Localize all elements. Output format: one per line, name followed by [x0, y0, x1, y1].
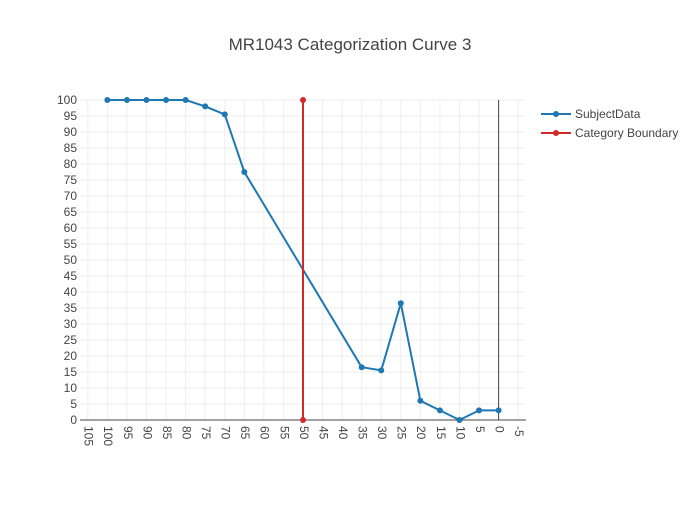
- y-tick-label: 15: [64, 365, 78, 379]
- chart-title: MR1043 Categorization Curve 3: [229, 35, 472, 54]
- x-tick-label: 75: [199, 426, 213, 440]
- x-tick-label: 70: [219, 426, 233, 440]
- data-point[interactable]: [300, 97, 306, 103]
- x-tick-label: 50: [297, 426, 311, 440]
- legend-swatch-marker: [553, 111, 559, 117]
- data-point[interactable]: [436, 407, 443, 414]
- x-tick-label: 25: [395, 426, 409, 440]
- legend-item[interactable]: SubjectData: [541, 107, 641, 121]
- y-tick-label: 80: [64, 157, 78, 171]
- x-tick-label: 15: [434, 426, 448, 440]
- x-tick-label: 95: [121, 426, 135, 440]
- x-tick-label: 60: [258, 426, 272, 440]
- data-point[interactable]: [241, 169, 248, 175]
- data-point[interactable]: [358, 364, 365, 371]
- y-tick-label: 35: [64, 301, 78, 315]
- x-tick-label: 80: [179, 426, 193, 440]
- y-tick-label: 5: [70, 397, 77, 411]
- data-point[interactable]: [300, 417, 306, 423]
- y-tick-label: 70: [64, 189, 78, 203]
- x-tick-label: 30: [375, 426, 389, 440]
- y-tick-label: 90: [64, 125, 78, 139]
- y-tick-label: 30: [64, 317, 78, 331]
- y-tick-label: 65: [64, 205, 78, 219]
- x-tick-label: 65: [238, 426, 252, 440]
- x-tick-label: 105: [82, 426, 96, 446]
- y-tick-label: 10: [64, 381, 78, 395]
- y-tick-label: 100: [57, 93, 77, 107]
- x-tick-label: 0: [492, 426, 506, 433]
- y-tick-label: 25: [64, 333, 78, 347]
- data-point[interactable]: [417, 397, 424, 404]
- x-tick-label: 5: [473, 426, 487, 433]
- x-tick-label: -5: [512, 426, 526, 437]
- y-tick-label: 85: [64, 141, 78, 155]
- data-point[interactable]: [456, 417, 463, 423]
- legend-label: SubjectData: [575, 107, 641, 121]
- x-tick-label: 35: [356, 426, 370, 440]
- data-point[interactable]: [397, 300, 404, 307]
- y-tick-label: 20: [64, 349, 78, 363]
- data-point[interactable]: [202, 103, 209, 110]
- y-tick-label: 55: [64, 237, 78, 251]
- data-point[interactable]: [143, 97, 150, 103]
- data-point[interactable]: [163, 97, 170, 103]
- legend-swatch-marker: [553, 130, 559, 136]
- axes: 0510152025303540455055606570758085909510…: [57, 93, 526, 446]
- y-tick-label: 45: [64, 269, 78, 283]
- data-point[interactable]: [476, 407, 483, 414]
- y-tick-label: 60: [64, 221, 78, 235]
- y-tick-label: 40: [64, 285, 78, 299]
- x-tick-label: 100: [101, 426, 115, 446]
- data-point[interactable]: [104, 97, 111, 103]
- x-tick-label: 90: [140, 426, 154, 440]
- x-tick-label: 55: [277, 426, 291, 440]
- y-tick-label: 75: [64, 173, 78, 187]
- x-tick-label: 40: [336, 426, 350, 440]
- x-tick-label: 45: [316, 426, 330, 440]
- data-point[interactable]: [182, 97, 189, 103]
- data-point[interactable]: [495, 407, 502, 414]
- x-tick-label: 10: [453, 426, 467, 440]
- legend[interactable]: SubjectData Category Boundary: [541, 107, 678, 140]
- legend-item[interactable]: Category Boundary: [541, 126, 678, 140]
- x-tick-label: 85: [160, 426, 174, 440]
- plot-area: [104, 97, 502, 423]
- y-tick-label: 0: [70, 413, 77, 427]
- legend-label: Category Boundary: [575, 126, 678, 140]
- data-point[interactable]: [123, 97, 130, 103]
- y-tick-label: 95: [64, 109, 78, 123]
- y-tick-label: 50: [64, 253, 78, 267]
- data-point[interactable]: [378, 367, 385, 374]
- data-point[interactable]: [221, 111, 228, 118]
- x-tick-label: 20: [414, 426, 428, 440]
